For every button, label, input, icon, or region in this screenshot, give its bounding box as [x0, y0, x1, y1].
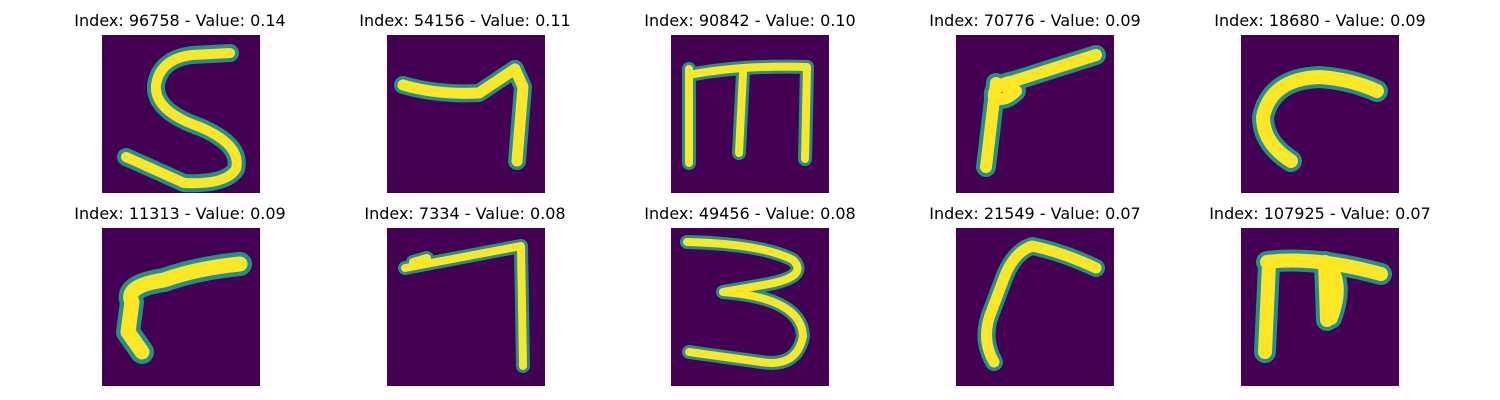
handwritten-7-glyph	[394, 60, 532, 170]
handwritten-m-glyph	[682, 59, 814, 170]
handwritten-5-glyph	[117, 44, 246, 193]
handwritten-pi-glyph	[1254, 249, 1392, 363]
digit-image	[387, 228, 545, 386]
handwritten-c-glyph	[1252, 66, 1388, 172]
digit-image	[671, 35, 829, 193]
panel-title: Index: 18680 - Value: 0.09	[1214, 11, 1426, 30]
panel-title: Index: 96758 - Value: 0.14	[74, 11, 286, 30]
panel-title: Index: 70776 - Value: 0.09	[929, 11, 1141, 30]
handwritten-7-glyph	[976, 45, 1106, 177]
digit-image	[1241, 35, 1399, 193]
handwritten-3-glyph	[680, 235, 810, 370]
panel-title: Index: 11313 - Value: 0.09	[74, 204, 286, 223]
panel-title: Index: 54156 - Value: 0.11	[359, 11, 571, 30]
digit-image	[956, 228, 1114, 386]
digit-image	[671, 228, 829, 386]
digit-image	[1241, 228, 1399, 386]
handwritten-7-glyph	[116, 252, 252, 364]
panel-title: Index: 90842 - Value: 0.10	[644, 11, 856, 30]
digit-image	[102, 228, 260, 386]
digit-image	[956, 35, 1114, 193]
panel-title: Index: 7334 - Value: 0.08	[364, 204, 566, 223]
panel-title: Index: 107925 - Value: 0.07	[1209, 204, 1431, 223]
panel-title: Index: 49456 - Value: 0.08	[644, 204, 856, 223]
handwritten-7-glyph	[398, 239, 530, 373]
digit-image	[387, 35, 545, 193]
panel-title: Index: 21549 - Value: 0.07	[929, 204, 1141, 223]
digit-image	[102, 35, 260, 193]
handwritten-7-glyph	[977, 237, 1105, 371]
